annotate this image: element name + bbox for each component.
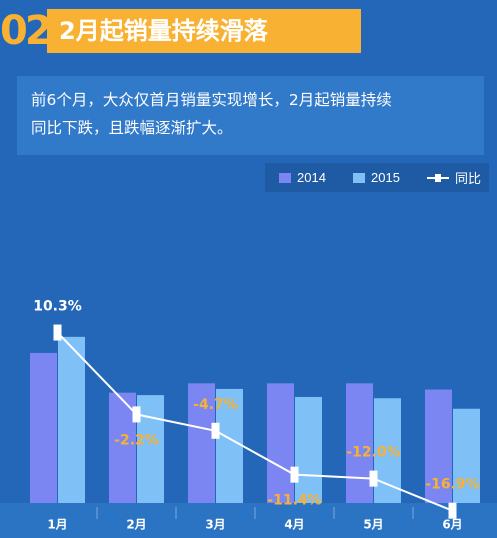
bar-2015-1 xyxy=(58,336,85,503)
legend-item-2015: 2015 xyxy=(353,163,400,192)
yoy-marker-6 xyxy=(448,502,457,519)
title-banner xyxy=(47,9,361,53)
legend-label-2014: 2014 xyxy=(297,170,326,185)
yoy-marker-4 xyxy=(290,466,299,483)
legend-item-line: 同比 xyxy=(427,163,481,192)
bar-2015-4 xyxy=(295,396,322,503)
legend-line-icon xyxy=(427,173,449,183)
summary-line-1: 前6个月，大众仅首月销量实现增长，2月起销量持续 xyxy=(31,91,392,109)
bar-2014-6 xyxy=(425,389,452,503)
legend-swatch-2015 xyxy=(353,172,365,183)
yoy-label-6: -16.9% xyxy=(425,477,479,493)
section-number: 02 xyxy=(0,8,53,54)
page-title: 2月起销量持续滑落 xyxy=(59,17,268,45)
legend-label-2015: 2015 xyxy=(371,170,400,185)
x-tick-label-6: 6月 xyxy=(442,518,462,532)
x-tick-label-5: 5月 xyxy=(363,518,383,532)
bar-2015-5 xyxy=(374,398,401,503)
yoy-label-2: -2.2% xyxy=(114,432,159,448)
yoy-marker-1 xyxy=(53,324,62,341)
bar-2015-2 xyxy=(137,395,164,503)
summary-line-2: 同比下跌，且跌幅逐渐扩大。 xyxy=(31,119,233,137)
yoy-label-1: 10.3% xyxy=(33,299,82,315)
yoy-label-3: -4.7% xyxy=(193,397,238,413)
legend-label-line: 同比 xyxy=(455,171,482,186)
summary-box: 前6个月，大众仅首月销量实现增长，2月起销量持续 同比下跌，且跌幅逐渐扩大。 xyxy=(17,76,484,155)
yoy-marker-3 xyxy=(211,422,220,439)
yoy-label-4: -11.4% xyxy=(267,493,321,509)
yoy-marker-5 xyxy=(369,470,378,487)
yoy-label-5: -12.0% xyxy=(346,445,400,461)
bar-2014-2 xyxy=(109,392,136,503)
x-tick-label-3: 3月 xyxy=(205,518,225,532)
bar-2014-5 xyxy=(346,383,373,503)
legend-swatch-2014 xyxy=(279,172,291,183)
sales-chart: 1月 2月 3月 4月 5月 6月 10.3% -2.2% -4.7% -11.4% -12.0% -… xyxy=(0,299,497,538)
bar-2015-3 xyxy=(216,388,243,503)
header: 02 2月起销量持续滑落 xyxy=(0,0,497,62)
bar-2014-4 xyxy=(267,383,294,503)
yoy-marker-2 xyxy=(132,406,141,423)
legend-item-2014: 2014 xyxy=(279,163,326,192)
bar-2014-3 xyxy=(188,383,215,503)
bar-2014-1 xyxy=(30,352,57,503)
yoy-line xyxy=(56,331,453,512)
x-tick-label-4: 4月 xyxy=(284,518,304,532)
summary-text: 前6个月，大众仅首月销量实现增长，2月起销量持续 同比下跌，且跌幅逐渐扩大。 xyxy=(31,86,476,142)
x-tick-label-1: 1月 xyxy=(47,518,67,532)
chart-legend: 2014 2015 同比 xyxy=(265,163,489,192)
bar-2015-6 xyxy=(453,408,480,503)
x-tick-label-2: 2月 xyxy=(126,518,146,532)
x-axis-band xyxy=(0,503,497,538)
